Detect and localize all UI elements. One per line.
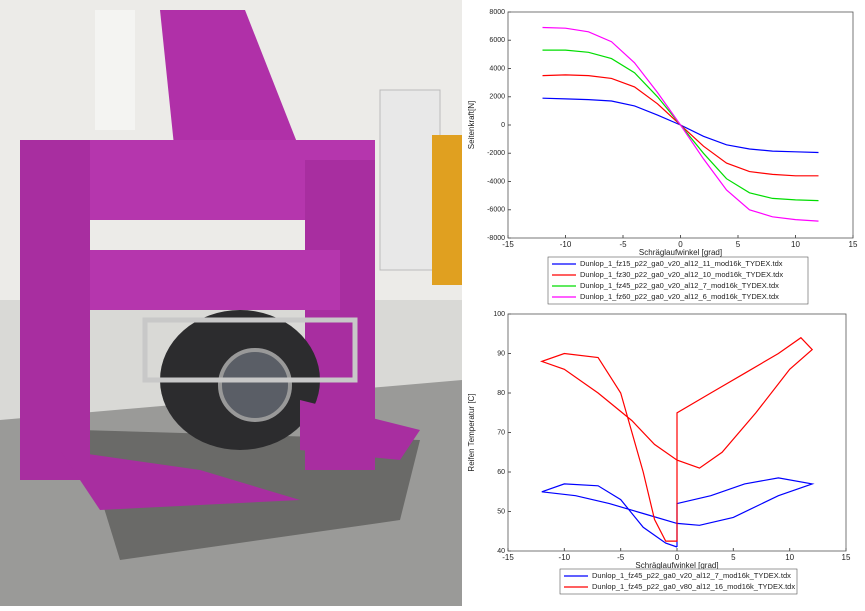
x-tick-label: 10 xyxy=(791,240,800,249)
x-tick-label: -15 xyxy=(502,553,514,562)
y-tick-label: -2000 xyxy=(487,150,505,157)
x-tick-label: 15 xyxy=(849,240,858,249)
legend-label: Dunlop_1_fz45_p22_ga0_v20_al12_7_mod16k_… xyxy=(580,281,779,290)
y-tick-label: 80 xyxy=(497,390,505,397)
series-line xyxy=(539,336,814,542)
x-axis-label: Schräglaufwinkel [grad] xyxy=(635,561,718,570)
y-tick-label: 4000 xyxy=(489,65,505,72)
y-tick-label: 8000 xyxy=(489,9,505,16)
x-tick-label: 0 xyxy=(675,553,680,562)
legend-label: Dunlop_1_fz45_p22_ga0_v20_al12_7_mod16k_… xyxy=(592,571,791,580)
x-tick-label: -15 xyxy=(502,240,514,249)
x-tick-label: -10 xyxy=(560,240,572,249)
legend-box xyxy=(559,568,798,595)
x-tick-label: 5 xyxy=(731,553,736,562)
legend-label: Dunlop_1_fz15_p22_ga0_v20_al12_11_mod16k… xyxy=(580,259,783,268)
series-line xyxy=(541,477,815,548)
y-tick-label: 2000 xyxy=(489,94,505,101)
x-tick-label: -5 xyxy=(619,240,627,249)
photo xyxy=(0,0,462,606)
y-tick-label: 40 xyxy=(497,548,505,555)
y-tick-label: 100 xyxy=(493,311,505,318)
y-axis-label: Reifen Temperatur [C] xyxy=(467,393,476,471)
legend-label: Dunlop_1_fz60_p22_ga0_v20_al12_6_mod16k_… xyxy=(580,292,779,301)
y-tick-label: 0 xyxy=(501,122,505,129)
x-tick-label: 0 xyxy=(678,240,683,249)
x-axis-label: Schräglaufwinkel [grad] xyxy=(639,248,722,257)
y-axis-label: Seitenkraft[N] xyxy=(467,101,476,149)
y-tick-label: 60 xyxy=(497,469,505,476)
x-tick-label: -5 xyxy=(617,553,625,562)
y-tick-label: -4000 xyxy=(487,178,505,185)
x-tick-label: -10 xyxy=(559,553,571,562)
y-tick-label: 90 xyxy=(497,350,505,357)
y-tick-label: -8000 xyxy=(487,235,505,242)
x-tick-label: 10 xyxy=(785,553,794,562)
legend-label: Dunlop_1_fz30_p22_ga0_v20_al12_10_mod16k… xyxy=(580,270,783,279)
legend-label: Dunlop_1_fz45_p22_ga0_v80_al12_16_mod16k… xyxy=(592,582,795,591)
x-tick-label: 15 xyxy=(842,553,851,562)
x-tick-label: 5 xyxy=(736,240,741,249)
y-tick-label: 70 xyxy=(497,429,505,436)
series-line xyxy=(542,26,819,222)
y-tick-label: 6000 xyxy=(489,37,505,44)
y-tick-label: 50 xyxy=(497,508,505,515)
legend-box xyxy=(547,256,809,305)
y-tick-label: -6000 xyxy=(487,207,505,214)
